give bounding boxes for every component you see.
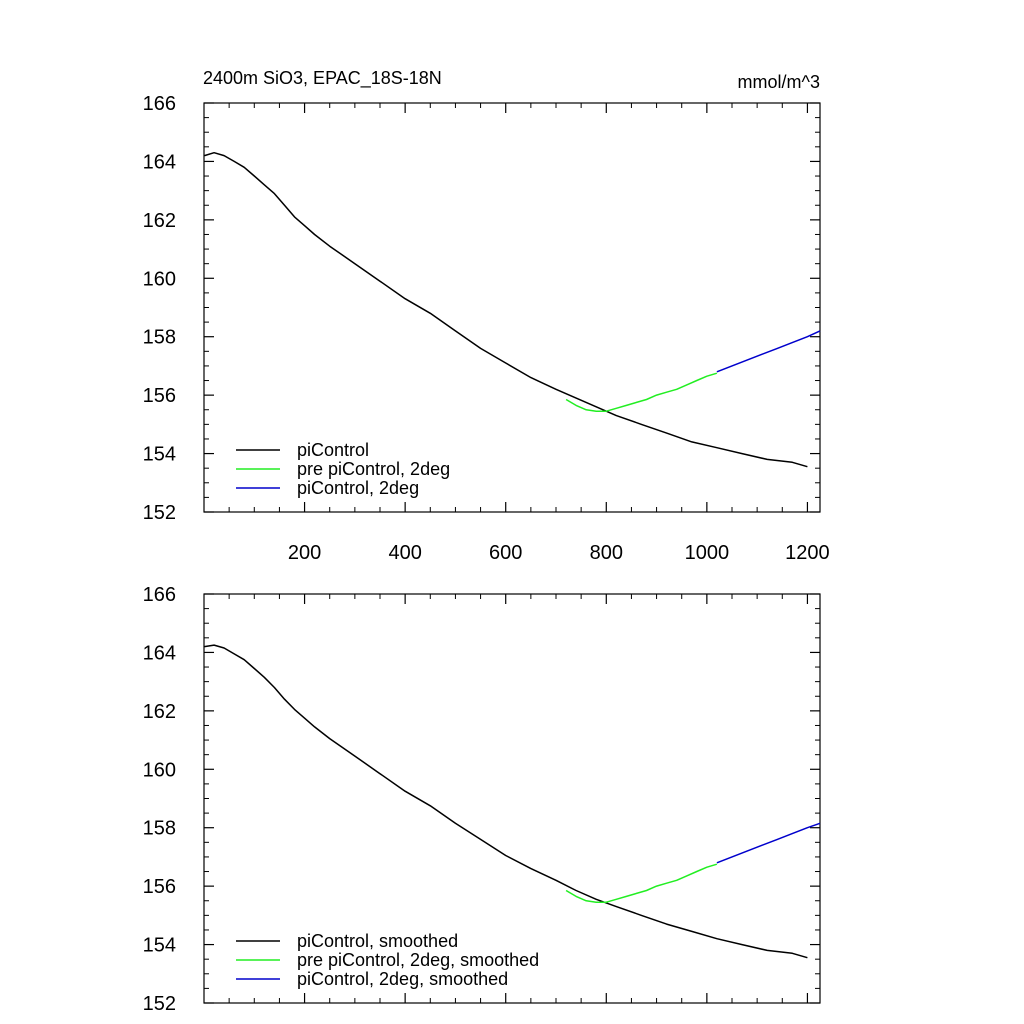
y-tick-label: 160 [143,268,176,290]
series-line [716,330,821,373]
y-tick-label: 166 [143,93,176,115]
y-tick-label: 156 [143,876,176,898]
x-tick-label: 600 [489,542,522,564]
y-tick-label: 162 [143,210,176,232]
series-line [204,151,808,468]
y-tick-label: 154 [143,935,176,957]
y-tick-label: 152 [143,502,176,524]
series-line [565,863,718,903]
y-tick-label: 154 [143,444,176,466]
y-tick-label: 164 [143,642,176,664]
series-line [716,822,821,864]
x-tick-label: 400 [388,542,421,564]
chart-title: 2400m SiO3, EPAC_18S-18N [203,68,442,89]
legend-label: pre piControl, 2deg, smoothed [297,950,539,970]
bottom-panel: 152 154 156 158 160 162 164 166 piControl, smoot… [143,584,821,1015]
x-tick-label: 1000 [685,542,730,564]
y-tick-label: 162 [143,701,176,723]
y-tick-label: 164 [143,151,176,173]
legend-label: piControl [297,440,369,460]
x-tick-label: 1200 [785,542,830,564]
legend-label: piControl, smoothed [297,931,458,951]
y-tick-label: 160 [143,759,176,781]
y-tick-label: 158 [143,327,176,349]
y-tick-label: 158 [143,818,176,840]
x-tick-label: 200 [288,542,321,564]
top-panel: 152 154 156 158 160 162 164 166 200 400 600 800 1000… [143,93,830,564]
x-tick-label: 800 [590,542,623,564]
series-line [204,644,808,959]
legend-label: piControl, 2deg, smoothed [297,969,508,989]
y-tick-label: 166 [143,584,176,606]
legend-label: pre piControl, 2deg [297,459,450,479]
units-label: mmol/m^3 [738,72,820,92]
legend-label: piControl, 2deg [297,478,419,498]
y-tick-label: 152 [143,993,176,1015]
series-line [565,372,718,412]
y-tick-label: 156 [143,385,176,407]
